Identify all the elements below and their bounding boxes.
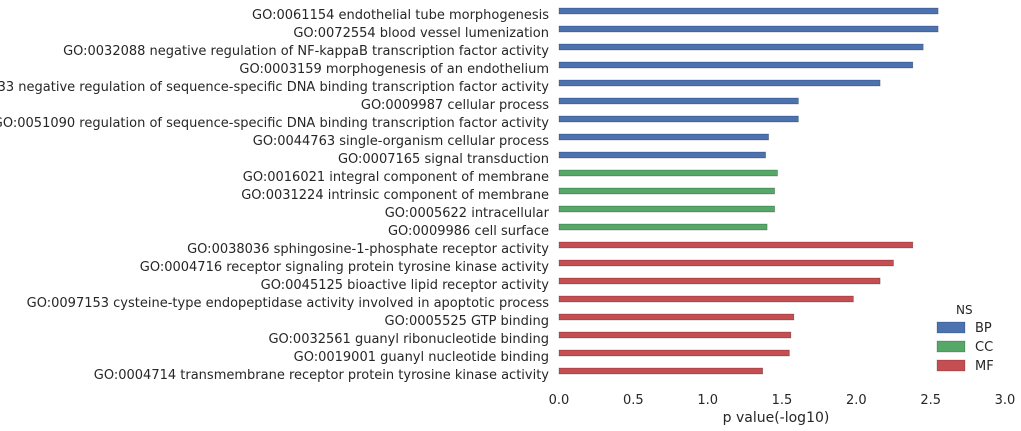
legend-label-cc: CC xyxy=(975,340,993,355)
category-label: GO:0051090 regulation of sequence-specif… xyxy=(0,116,549,131)
legend-swatch-cc xyxy=(936,340,966,353)
bar-bp xyxy=(558,115,799,123)
category-label: GO:0097153 cysteine-type endopeptidase a… xyxy=(27,296,550,311)
category-label: GO:0007165 signal transduction xyxy=(338,152,549,167)
bar-mf xyxy=(558,313,795,321)
category-label: GO:0004714 transmembrane receptor protei… xyxy=(94,368,550,383)
bar-cc xyxy=(558,205,775,213)
legend-label-bp: BP xyxy=(975,321,992,336)
x-axis-label: p value(-log10) xyxy=(723,410,830,426)
x-tick-label: 0.0 xyxy=(549,393,570,408)
x-tick-label: 1.0 xyxy=(697,393,718,408)
category-label: GO:0009987 cellular process xyxy=(361,98,549,113)
bar-mf xyxy=(558,295,854,303)
bar-cc xyxy=(558,169,778,177)
bar-bp xyxy=(558,133,769,141)
category-labels-group: GO:0061154 endothelial tube morphogenesi… xyxy=(0,8,550,383)
x-tick-label: 2.5 xyxy=(920,393,941,408)
x-tick-labels-group: 0.0 0.5 1.0 1.5 2.0 2.5 3.0 xyxy=(549,393,1016,408)
legend-label-mf: MF xyxy=(975,359,994,374)
x-tick-label: 1.5 xyxy=(772,393,793,408)
bar-bp xyxy=(558,97,799,105)
x-tick-label: 0.5 xyxy=(623,393,644,408)
x-tick-label: 2.0 xyxy=(846,393,867,408)
bar-mf xyxy=(558,241,914,249)
category-label: GO:0043433 negative regulation of sequen… xyxy=(0,80,549,95)
bar-bp xyxy=(558,61,914,69)
bar-mf xyxy=(558,259,894,267)
category-label: GO:0016021 integral component of membran… xyxy=(243,170,549,185)
category-label: GO:0038036 sphingosine-1-phosphate recep… xyxy=(187,242,549,257)
bar-bp xyxy=(558,7,939,15)
bar-mf xyxy=(558,277,881,285)
category-label: GO:0031224 intrinsic component of membra… xyxy=(241,188,549,203)
bar-bp xyxy=(558,79,881,87)
category-label: GO:0019001 guanyl nucleotide binding xyxy=(294,350,549,365)
category-label: GO:0003159 morphogenesis of an endotheli… xyxy=(239,62,549,77)
category-label: GO:0072554 blood vessel lumenization xyxy=(293,26,549,41)
category-label: GO:0009986 cell surface xyxy=(388,224,549,239)
category-label: GO:0005622 intracellular xyxy=(385,206,550,221)
bar-bp xyxy=(558,25,939,33)
bars-group xyxy=(558,7,939,375)
bar-cc xyxy=(558,187,775,195)
legend-title: NS xyxy=(956,303,973,317)
bar-mf xyxy=(558,349,790,357)
x-tick-label: 3.0 xyxy=(995,393,1016,408)
category-label: GO:0032561 guanyl ribonucleotide binding xyxy=(268,332,549,347)
bar-mf xyxy=(558,331,792,339)
legend-swatch-mf xyxy=(936,359,966,372)
category-label: GO:0032088 negative regulation of NF-kap… xyxy=(63,44,549,59)
category-label: GO:0061154 endothelial tube morphogenesi… xyxy=(252,8,549,23)
category-label: GO:0004716 receptor signaling protein ty… xyxy=(140,260,550,275)
bar-cc xyxy=(558,223,768,231)
bar-bp xyxy=(558,151,766,159)
category-label: GO:0005525 GTP binding xyxy=(385,314,549,329)
category-label: GO:0044763 single-organism cellular proc… xyxy=(253,134,549,149)
bar-mf xyxy=(558,367,763,375)
category-label: GO:0045125 bioactive lipid receptor acti… xyxy=(261,278,550,293)
bar-bp xyxy=(558,43,924,51)
legend: NS BP CC MF xyxy=(936,303,994,374)
legend-swatch-bp xyxy=(936,321,966,334)
